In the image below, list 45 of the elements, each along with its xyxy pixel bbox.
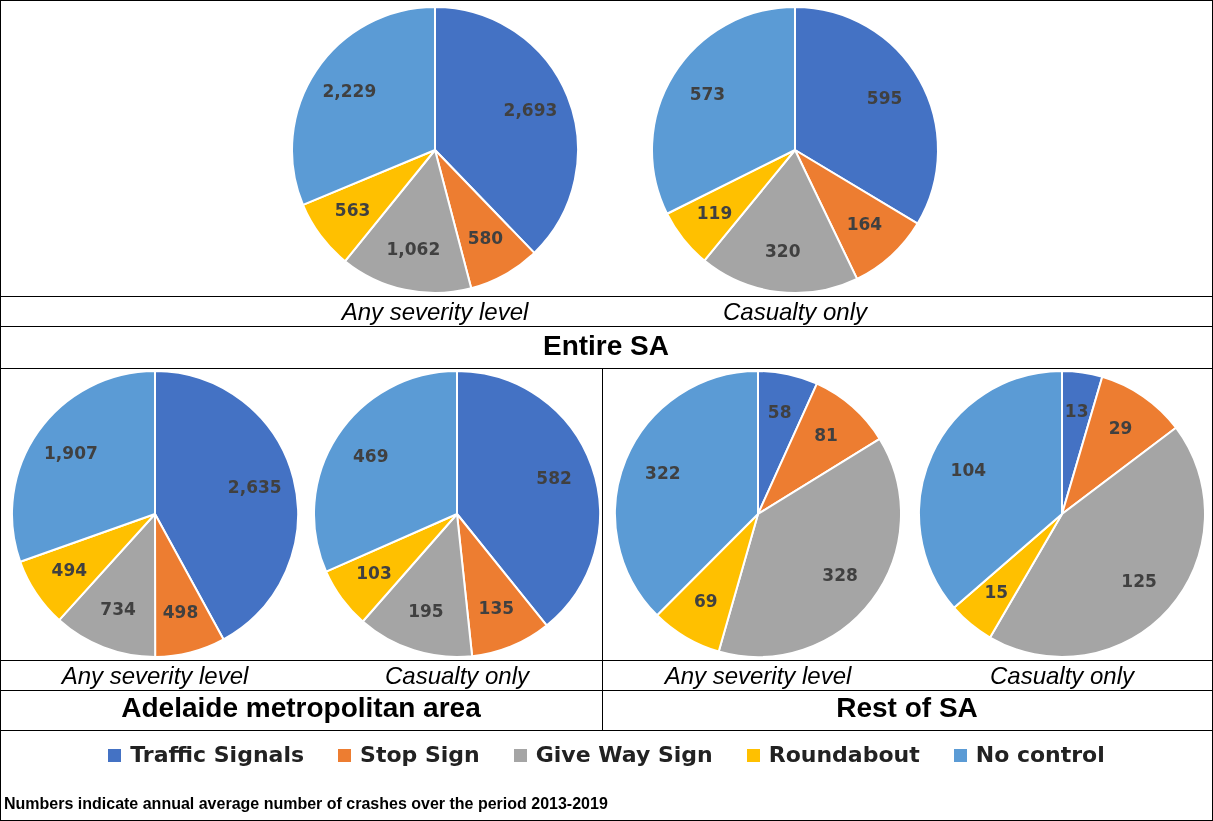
data-label: 29 [1108, 417, 1133, 438]
data-label: 469 [353, 446, 389, 467]
data-label: 58 [767, 401, 792, 422]
data-label: 81 [814, 425, 838, 446]
data-label: 195 [408, 600, 444, 621]
data-label: 119 [696, 202, 733, 223]
data-label: 125 [1121, 570, 1157, 591]
legend-label: No control [974, 742, 1105, 767]
text: Any severity level [664, 662, 852, 690]
text: Casualty only [989, 662, 1135, 690]
text: Any severity level [341, 298, 529, 326]
data-label: 69 [694, 591, 718, 612]
data-label: 2,229 [322, 81, 377, 102]
text: Casualty only [722, 298, 868, 326]
legend-label: Traffic Signals [129, 742, 305, 767]
text: Numbers indicate annual average number of crashes over the period 2013-2019 [4, 795, 608, 813]
data-label: 2,635 [227, 476, 282, 497]
data-label: 135 [478, 597, 515, 618]
legend-label: Give Way Sign [534, 742, 713, 767]
data-label: 104 [950, 459, 987, 480]
data-label: 563 [334, 200, 371, 221]
text: Adelaide metropolitan area [121, 692, 481, 724]
text: Rest of SA [836, 692, 978, 724]
text: Entire SA [542, 330, 670, 362]
data-label: 328 [822, 564, 858, 585]
legend-label: Stop Sign [359, 742, 480, 767]
data-label: 1,062 [386, 239, 441, 260]
data-label: 13 [1064, 400, 1089, 421]
data-label: 580 [467, 228, 504, 249]
data-label: 734 [100, 598, 136, 619]
data-label: 595 [866, 87, 903, 108]
data-label: 15 [984, 581, 1009, 602]
data-label: 498 [162, 602, 199, 623]
data-label: 1,907 [44, 443, 98, 464]
data-label: 320 [765, 240, 801, 261]
text: Any severity level [61, 662, 249, 690]
text: Casualty only [384, 662, 530, 690]
data-label: 573 [689, 84, 726, 105]
data-label: 322 [645, 463, 681, 484]
data-label: 494 [51, 559, 88, 580]
data-label: 103 [356, 563, 392, 584]
data-label: 164 [846, 214, 883, 235]
data-label: 582 [536, 468, 572, 489]
data-label: 2,693 [503, 99, 558, 120]
legend-label: Roundabout [767, 742, 920, 767]
